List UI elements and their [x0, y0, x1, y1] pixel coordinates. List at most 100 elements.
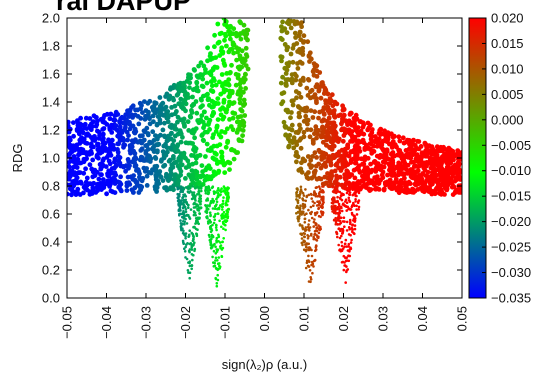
scatter-point — [111, 176, 117, 182]
scatter-point — [76, 170, 81, 176]
scatter-point — [430, 175, 436, 181]
scatter-point — [180, 101, 186, 106]
scatter-point — [284, 83, 289, 88]
scatter-point — [298, 223, 302, 226]
scatter-point — [225, 219, 229, 223]
scatter-point — [308, 127, 314, 133]
scatter-point — [311, 72, 317, 78]
scatter-point — [329, 144, 335, 150]
scatter-point — [414, 154, 420, 160]
scatter-point — [345, 191, 349, 195]
scatter-point — [314, 213, 317, 217]
scatter-point — [193, 247, 197, 251]
scatter-point — [206, 163, 212, 169]
scatter-point — [224, 203, 228, 207]
scatter-point — [184, 186, 188, 189]
scatter-point — [355, 208, 358, 211]
scatter-point — [300, 233, 304, 237]
scatter-point — [224, 228, 227, 232]
scatter-point — [320, 211, 324, 215]
scatter-point — [78, 115, 83, 121]
scatter-point — [458, 189, 462, 195]
scatter-point — [402, 189, 407, 195]
scatter-point — [278, 35, 284, 41]
scatter-point — [307, 162, 312, 168]
scatter-point — [374, 180, 380, 186]
scatter-point — [210, 111, 216, 117]
scatter-point — [190, 161, 196, 167]
scatter-point — [348, 218, 352, 222]
scatter-point — [304, 199, 308, 203]
scatter-point — [402, 180, 408, 186]
scatter-point — [400, 171, 405, 177]
scatter-point — [162, 185, 167, 191]
scatter-point — [362, 182, 367, 188]
scatter-point — [440, 167, 446, 173]
scatter-point — [440, 174, 446, 180]
scatter-point — [283, 107, 289, 113]
scatter-point — [96, 176, 102, 182]
scatter-point — [221, 240, 224, 244]
scatter-point — [336, 206, 339, 210]
scatter-point — [419, 155, 424, 161]
scatter-point — [103, 164, 109, 170]
scatter-point — [160, 100, 166, 106]
scatter-point — [314, 244, 318, 247]
scatter-point — [326, 115, 332, 121]
scatter-point — [212, 221, 216, 225]
scatter-point — [219, 246, 222, 250]
scatter-point — [312, 237, 316, 241]
scatter-point — [214, 252, 218, 255]
scatter-point — [344, 198, 348, 201]
scatter-point — [306, 77, 312, 83]
scatter-point — [134, 167, 140, 172]
scatter-point — [313, 124, 319, 130]
scatter-point — [338, 204, 341, 208]
scatter-point — [181, 188, 185, 191]
scatter-point — [163, 141, 168, 147]
scatter-point — [348, 191, 352, 194]
scatter-point — [213, 218, 216, 221]
scatter-point — [233, 71, 239, 77]
scatter-point — [369, 138, 375, 144]
x-tick-label: −0.05 — [60, 306, 75, 339]
scatter-point — [100, 144, 106, 150]
y-axis-title: RDG — [10, 144, 25, 173]
scatter-point — [191, 87, 196, 93]
scatter-point — [314, 68, 320, 74]
y-tick-label: 1.2 — [42, 123, 60, 138]
scatter-point — [219, 150, 225, 155]
scatter-point — [178, 117, 184, 123]
scatter-point — [204, 204, 207, 207]
scatter-point — [339, 182, 345, 188]
scatter-point — [240, 127, 246, 133]
scatter-point — [314, 186, 318, 189]
scatter-point — [180, 223, 183, 227]
scatter-point — [341, 230, 345, 234]
scatter-point — [73, 192, 79, 198]
scatter-point — [69, 149, 75, 155]
scatter-point — [298, 126, 303, 132]
y-tick-label: 0.0 — [42, 291, 60, 306]
scatter-point — [341, 154, 347, 160]
scatter-point — [380, 169, 386, 175]
scatter-point — [212, 32, 218, 38]
scatter-point — [185, 202, 189, 206]
scatter-point — [301, 33, 307, 39]
scatter-point — [321, 105, 327, 111]
scatter-point — [185, 119, 191, 125]
scatter-point — [153, 156, 159, 161]
scatter-point — [316, 88, 322, 94]
scatter-point — [225, 24, 231, 30]
colorbar-tick-label: 0.010 — [491, 61, 524, 76]
scatter-point — [342, 216, 346, 219]
scatter-point — [237, 96, 243, 102]
scatter-point — [164, 171, 169, 177]
scatter-point — [289, 76, 295, 82]
scatter-point — [229, 90, 235, 96]
scatter-point — [215, 21, 221, 27]
scatter-point — [314, 229, 318, 232]
scatter-point — [303, 118, 309, 123]
scatter-point — [238, 114, 244, 119]
scatter-point — [300, 45, 306, 51]
